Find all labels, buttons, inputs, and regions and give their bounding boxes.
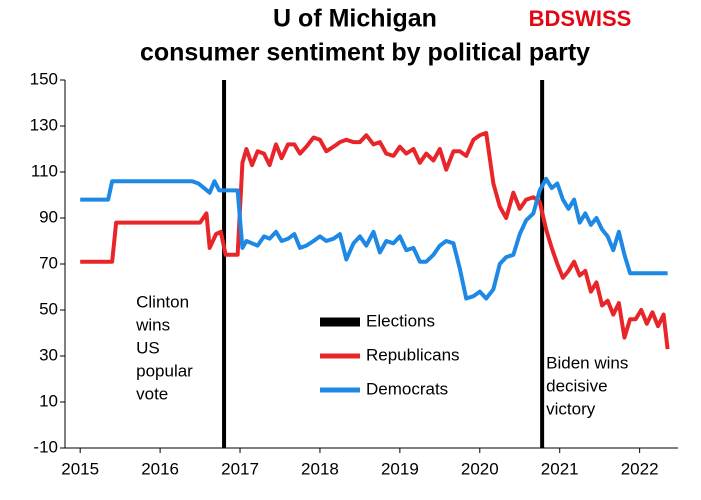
legend-label: Elections <box>366 311 435 330</box>
annotation: US <box>136 338 160 357</box>
chart-title: U of Michigan <box>273 5 437 33</box>
x-tick-label: 2017 <box>221 459 259 478</box>
y-tick-label: 150 <box>30 69 58 88</box>
annotation: popular <box>136 361 193 380</box>
x-tick-label: 2020 <box>461 459 499 478</box>
chart-title: consumer sentiment by political party <box>140 39 590 67</box>
annotation: vote <box>136 384 168 403</box>
y-tick-label: 110 <box>31 161 58 180</box>
x-tick-label: 2018 <box>301 459 339 478</box>
brand-logo: BDSWISS <box>529 6 632 31</box>
x-tick-label: 2019 <box>381 459 419 478</box>
annotation: decisive <box>546 376 607 395</box>
legend-label: Republicans <box>366 345 460 364</box>
data-line <box>80 130 670 350</box>
x-tick-label: 2022 <box>621 459 659 478</box>
y-tick-label: 30 <box>39 345 58 364</box>
y-tick-label: 10 <box>39 391 58 410</box>
annotation: Biden wins <box>546 353 628 372</box>
x-tick-label: 2015 <box>61 459 99 478</box>
x-tick-label: 2016 <box>141 459 179 478</box>
y-tick-label: 70 <box>39 253 58 272</box>
annotation: Clinton <box>136 292 189 311</box>
y-tick-label: -10 <box>33 437 58 456</box>
x-tick-label: 2021 <box>541 459 579 478</box>
y-tick-label: 90 <box>39 207 58 226</box>
y-tick-label: 130 <box>30 115 58 134</box>
annotation: victory <box>546 399 596 418</box>
legend-label: Democrats <box>366 379 448 398</box>
data-line <box>80 176 668 301</box>
y-tick-label: 50 <box>39 299 58 318</box>
annotation: wins <box>135 315 170 334</box>
